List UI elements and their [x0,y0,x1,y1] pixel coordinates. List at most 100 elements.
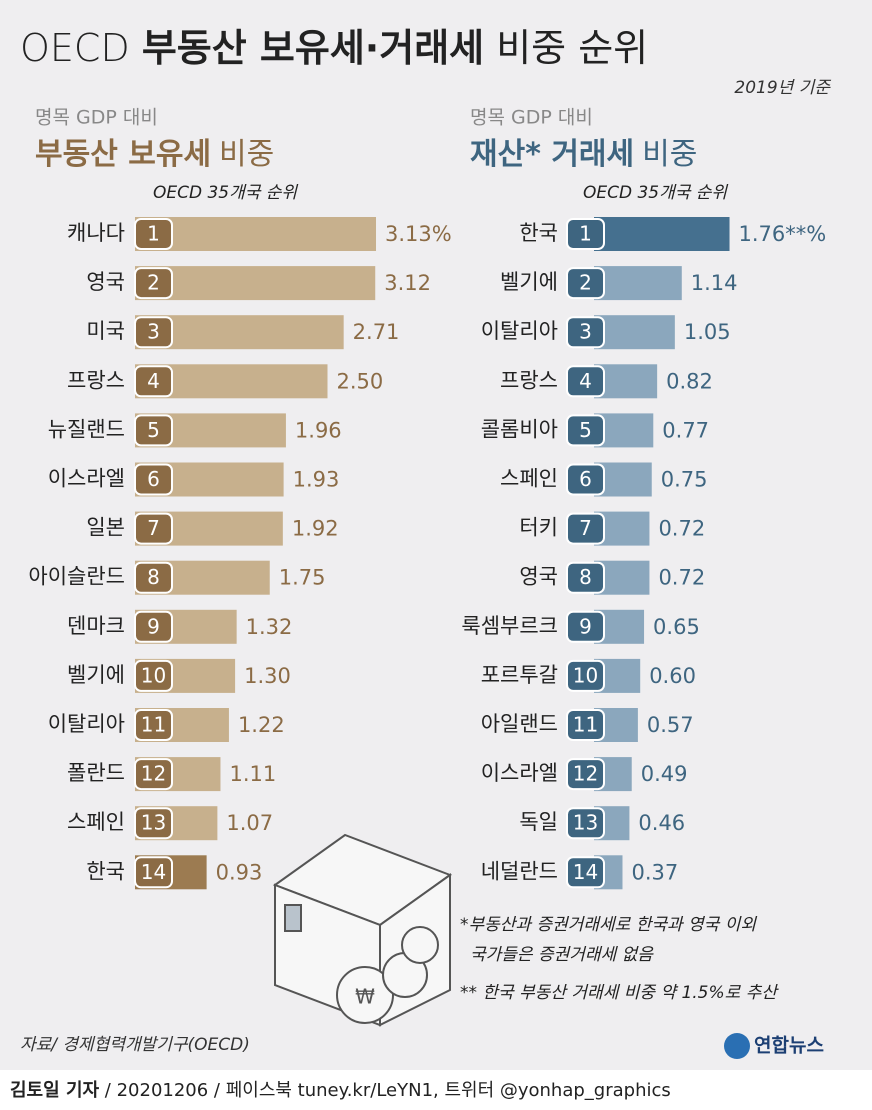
value-label: 0.46 [638,811,685,835]
rank-label: 7 [147,516,160,540]
rank-badge [566,463,605,496]
category-label: 아일랜드 [481,712,558,736]
chart-note: 명목 GDP 대비 [470,107,593,129]
rank-badge [566,316,605,349]
rank-label: 7 [579,516,592,540]
bar [135,217,377,251]
rank-badge [134,561,173,594]
category-label: 네덜란드 [481,859,558,883]
category-label: 프랑스 [500,368,558,392]
credit-name: 김토일 기자 [10,1080,100,1101]
rank-badge [566,267,605,300]
rank-label: 12 [573,762,598,786]
rank-label: 9 [147,614,160,638]
source: 자료/ 경제협력개발기구(OECD) [20,1035,250,1055]
chart-note: 명목 GDP 대비 [35,107,158,129]
category-label: 콜롬비아 [481,417,558,441]
credit: 김토일 기자 / 20201206 / 페이스북 tuney.kr/LeYN1,… [10,1080,671,1101]
rank-label: 9 [579,614,592,638]
rank-label: 1 [147,222,160,246]
rank-label: 6 [147,467,160,491]
rank-badge [566,659,605,692]
rank-label: 12 [141,762,166,786]
category-label: 뉴질랜드 [48,417,125,441]
chart-title: 부동산 보유세 비중 [35,137,274,172]
category-label: 벨기에 [67,663,125,687]
title: OECD 부동산 보유세·거래세 비중 순위 [20,26,648,70]
category-label: 캐나다 [67,221,125,245]
category-label: 터키 [519,516,558,540]
rank-badge [134,856,173,889]
rank-badge [134,512,173,545]
value-label: 0.77 [662,418,709,442]
rank-label: 10 [573,663,598,687]
rank-label: 3 [579,320,592,344]
category-label: 덴마크 [67,614,125,638]
rank-label: 14 [141,860,166,884]
bar [594,315,675,350]
value-label: 0.72 [658,517,705,541]
logo-mark [724,1033,750,1059]
rank-badge [134,414,173,447]
title-part: 비중 순위 [496,26,648,70]
rank-badge [566,758,605,791]
value-label: 0.49 [641,762,688,786]
category-label: 일본 [86,516,125,540]
rank-label: 2 [147,271,160,295]
bar [135,266,376,301]
rank-label: 13 [141,811,166,835]
credit-info: / 20201206 / 페이스북 tuney.kr/LeYN1, 트위터 @y… [99,1080,671,1101]
rank-badge [134,463,173,496]
category-label: 벨기에 [500,270,558,294]
value-label: 1.11 [229,762,276,786]
value-label: 1.14 [691,271,738,295]
value-label: 0.75 [661,468,708,492]
chart-title: 재산* 거래세 비중 [470,137,697,172]
rank-badge [566,218,605,250]
rank-label: 4 [579,369,592,393]
chart-title-part: 부동산 보유세 [35,137,211,172]
category-label: 프랑스 [67,368,125,392]
rank-badge [566,512,605,545]
category-label: 이탈리아 [48,712,125,736]
rank-badge [134,758,173,791]
value-label: 1.75 [279,566,326,590]
category-label: 이스라엘 [48,467,125,491]
rank-badge [566,414,605,447]
rank-label: 5 [579,418,592,442]
category-label: 영국 [519,565,558,589]
illustration [272,833,453,1027]
category-label: 한국 [519,221,558,245]
chart-title-part: 재산* 거래세 [470,137,634,172]
bar [594,266,682,301]
rank-label: 3 [147,320,160,344]
rank-label: 10 [141,663,166,687]
category-label: 아이슬란드 [28,565,125,589]
rank-badge [134,267,173,300]
value-label: 1.32 [246,615,293,639]
rank-label: 2 [579,271,592,295]
rank-badge [134,316,173,349]
rank-badge [566,610,605,643]
value-label: 2.50 [337,369,384,393]
date-note: 2019년 기준 [734,78,831,98]
rank-badge [566,561,605,594]
value-label: 3.13% [385,222,452,246]
rank-label: 13 [573,811,598,835]
rank-badge [566,807,605,840]
rank-badge [566,856,605,889]
chart-title-part: 비중 [219,137,274,172]
value-label: 0.57 [647,713,694,737]
chart-subtitle: OECD 35개국 순위 [153,183,298,203]
category-label: 독일 [519,810,558,834]
rank-badge [134,807,173,840]
rank-label: 1 [579,222,592,246]
category-label: 미국 [86,319,125,343]
value-label: 1.96 [295,418,342,442]
category-label: 폴란드 [67,761,125,785]
category-label: 스페인 [67,810,125,834]
rank-label: 5 [147,418,160,442]
category-label: 포르투갈 [481,663,558,687]
value-label: 1.30 [244,664,291,688]
